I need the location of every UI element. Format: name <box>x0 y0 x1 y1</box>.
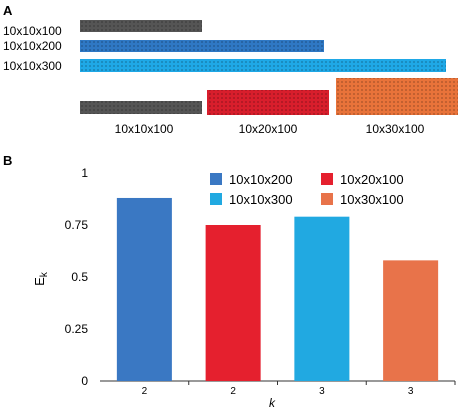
block-3: 10x30x100 <box>336 78 458 136</box>
block-label: 10x30x100 <box>366 122 425 136</box>
y-tick-label: 0.5 <box>71 270 88 284</box>
y-axis-ticks: 0 0.25 0.5 0.75 1 <box>65 166 89 388</box>
y-axis-title-main: E <box>32 277 47 286</box>
bar <box>205 225 261 381</box>
rod-texture <box>80 40 324 52</box>
bar <box>294 216 350 381</box>
y-axis-title: Ek <box>32 271 50 286</box>
y-axis-title-text: Ek <box>32 271 50 286</box>
y-tick-label: 0.25 <box>65 322 89 336</box>
legend-swatch <box>321 173 333 185</box>
legend: 10x10x200 10x20x100 10x10x300 10x30x100 <box>210 172 404 207</box>
x-axis-title: k <box>269 396 276 410</box>
block-label: 10x20x100 <box>239 122 298 136</box>
rod-label: 10x10x200 <box>3 39 62 53</box>
y-tick-label: 0.75 <box>65 218 89 232</box>
rod-row-1: 10x10x100 <box>3 20 202 38</box>
legend-swatch <box>210 173 222 185</box>
legend-item: 10x30x100 <box>321 192 404 207</box>
legend-item: 10x20x100 <box>321 172 404 187</box>
rod-label: 10x10x300 <box>3 59 62 73</box>
y-axis-title-sub: k <box>39 271 50 277</box>
bar <box>116 197 172 381</box>
legend-label: 10x20x100 <box>340 172 404 187</box>
rod-row-2: 10x10x200 <box>3 39 324 53</box>
x-tick-label: 3 <box>408 386 414 397</box>
x-tick-label: 3 <box>319 386 325 397</box>
legend-label: 10x30x100 <box>340 192 404 207</box>
block-1: 10x10x100 <box>80 101 202 136</box>
bar <box>383 260 439 381</box>
legend-item: 10x10x200 <box>210 172 293 187</box>
legend-swatch <box>321 193 333 205</box>
y-tick-label: 0 <box>81 374 88 388</box>
block-2: 10x20x100 <box>207 90 329 136</box>
rod-label: 10x10x100 <box>3 24 62 38</box>
panel-a-label: A <box>3 3 13 18</box>
block-label: 10x10x100 <box>115 122 174 136</box>
x-axis-ticks: 2 2 3 3 <box>142 381 456 397</box>
legend-label: 10x10x200 <box>229 172 293 187</box>
legend-item: 10x10x300 <box>210 192 293 207</box>
x-tick-label: 2 <box>142 386 148 397</box>
rod-texture <box>80 20 202 32</box>
y-tick-label: 1 <box>81 166 88 180</box>
rod-texture <box>80 59 446 72</box>
block-texture <box>207 90 329 115</box>
bars <box>116 197 439 381</box>
legend-swatch <box>210 193 222 205</box>
rod-row-3: 10x10x300 <box>3 59 446 73</box>
x-tick-label: 2 <box>230 386 236 397</box>
block-texture <box>336 78 458 115</box>
legend-label: 10x10x300 <box>229 192 293 207</box>
block-texture <box>80 101 202 114</box>
panel-b-label: B <box>3 153 12 168</box>
